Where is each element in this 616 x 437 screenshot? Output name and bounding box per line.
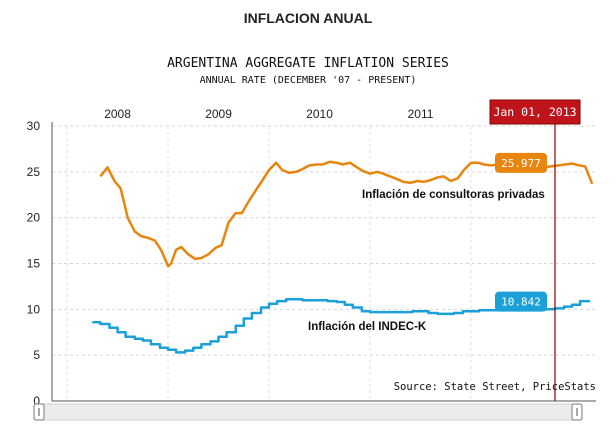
y-tick-label: 15 [27, 257, 41, 271]
chart-subtitle: ANNUAL RATE (DECEMBER '07 - PRESENT) [200, 75, 417, 86]
page-title: INFLACION ANUAL [243, 10, 373, 26]
gridlines [52, 125, 596, 401]
y-tick-label: 30 [27, 119, 41, 133]
cursor-date-box [489, 99, 581, 125]
y-tick-label: 10 [27, 302, 41, 316]
scrollbar-track[interactable] [37, 403, 579, 421]
y-tick-label: 0 [33, 394, 40, 408]
range-scrollbar [33, 403, 583, 421]
cursor-date-text: Jan 01, 2013 [493, 105, 576, 119]
chart-title: ARGENTINA AGGREGATE INFLATION SERIES [167, 56, 449, 71]
series-name-1: Inflación de consultoras privadas [362, 189, 545, 201]
value-badge-text-1: 25.977 [501, 157, 541, 170]
x-tick-label: 2011 [408, 107, 434, 121]
series-name-2: Inflación del INDEC-K [308, 321, 427, 333]
x-tick-label: 2008 [104, 107, 131, 121]
annotations: Inflación de consultoras privadas 25.977 I… [308, 99, 581, 401]
axes: 0 5 10 15 20 25 30 2008 2009 2010 2011 [27, 107, 596, 408]
value-badge-text-2: 10.842 [501, 296, 541, 309]
y-tick-label: 20 [27, 211, 41, 225]
series-line-1 [99, 160, 594, 268]
x-tick-label: 2009 [205, 107, 232, 121]
y-tick-label: 5 [33, 348, 40, 362]
source-note: Source: State Street, PriceStats [394, 381, 596, 393]
x-tick-label: 2010 [306, 107, 333, 121]
y-tick-label: 25 [27, 165, 41, 179]
value-badge-2 [495, 291, 547, 312]
value-badge-1 [495, 152, 547, 173]
